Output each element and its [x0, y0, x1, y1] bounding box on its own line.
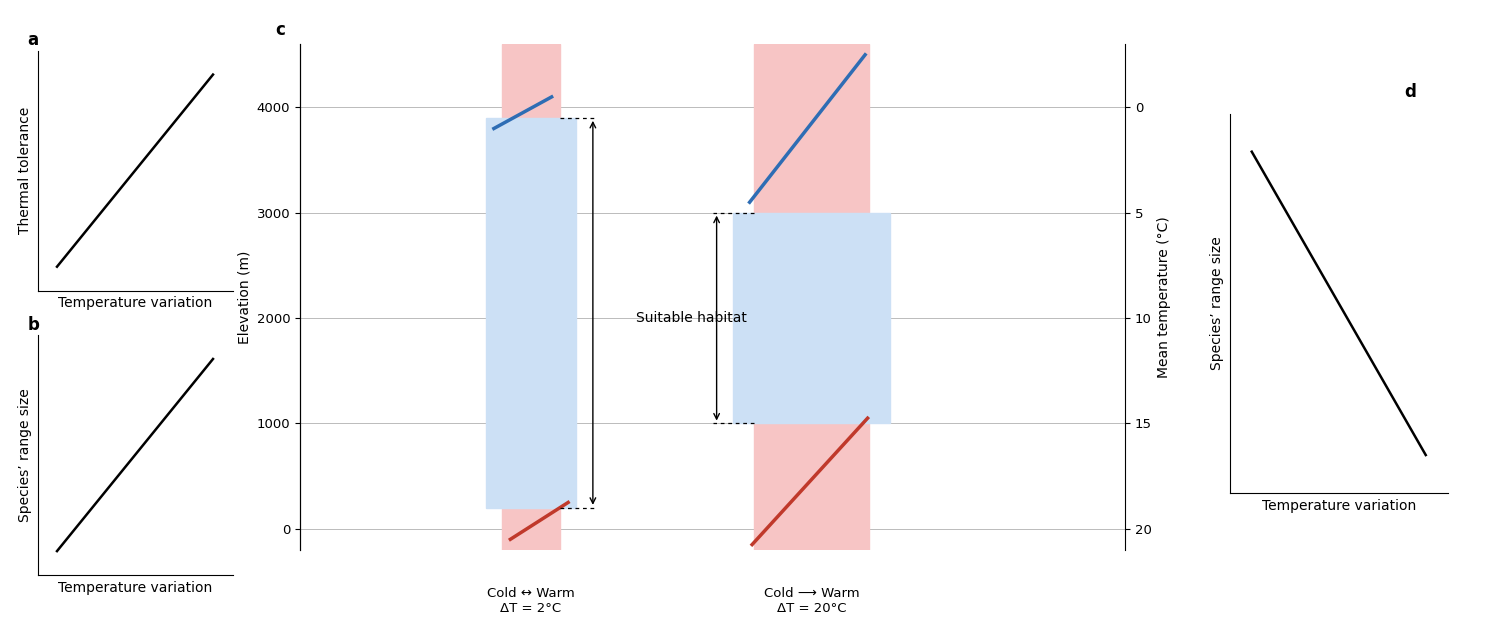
- Y-axis label: Mean temperature (°C): Mean temperature (°C): [1158, 216, 1172, 378]
- Y-axis label: Species’ range size: Species’ range size: [1210, 236, 1224, 370]
- Y-axis label: Elevation (m): Elevation (m): [237, 250, 250, 344]
- Bar: [753, 44, 868, 550]
- Text: a: a: [27, 32, 39, 49]
- Bar: [486, 118, 576, 507]
- Bar: [734, 213, 890, 423]
- Text: Suitable habitat: Suitable habitat: [636, 311, 747, 325]
- X-axis label: Temperature variation: Temperature variation: [58, 581, 211, 595]
- Text: b: b: [27, 316, 39, 334]
- X-axis label: Temperature variation: Temperature variation: [58, 296, 211, 310]
- Text: d: d: [1404, 83, 1416, 101]
- X-axis label: Temperature variation: Temperature variation: [1262, 499, 1416, 513]
- Bar: [503, 44, 560, 550]
- Y-axis label: Species’ range size: Species’ range size: [18, 388, 32, 522]
- Text: c: c: [276, 21, 285, 39]
- Text: Cold ↔ Warm
ΔT = 2°C: Cold ↔ Warm ΔT = 2°C: [488, 586, 574, 615]
- Text: Cold ⟶ Warm
ΔT = 20°C: Cold ⟶ Warm ΔT = 20°C: [764, 586, 859, 615]
- Y-axis label: Thermal tolerance: Thermal tolerance: [18, 107, 32, 234]
